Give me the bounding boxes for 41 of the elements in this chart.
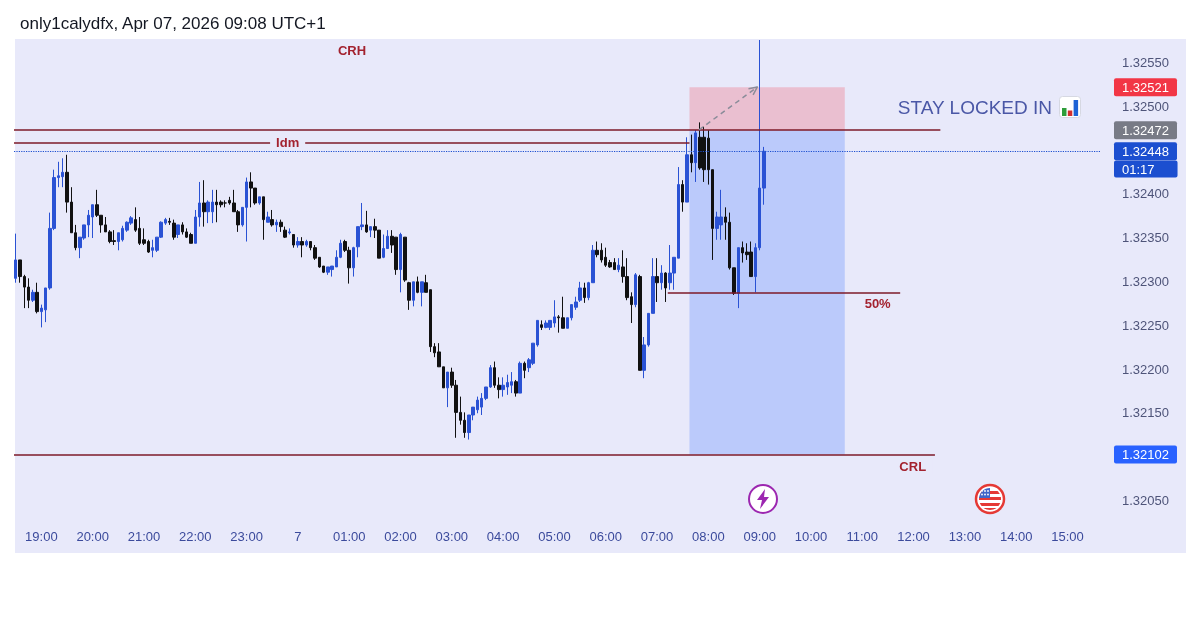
- x-tick-label: 08:00: [692, 529, 725, 544]
- y-tick-label: 1.32102: [1122, 447, 1169, 463]
- x-tick-label: 23:00: [230, 529, 263, 544]
- y-tick-label: 1.32350: [1122, 230, 1169, 246]
- x-tick-label: 10:00: [794, 529, 828, 544]
- x-tick-label: 14:00: [999, 529, 1033, 544]
- x-tick-label: 11:00: [846, 529, 879, 544]
- x-tick-label: 22:00: [179, 529, 212, 544]
- x-tick-label: 15:00: [1051, 529, 1084, 544]
- y-tick-label: 1.32500: [1122, 98, 1169, 114]
- x-tick-label: 20:00: [76, 529, 109, 544]
- annotation: Idm: [276, 135, 300, 151]
- annotation: CRH: [337, 42, 367, 58]
- y-tick-label: 1.32200: [1122, 361, 1169, 377]
- x-tick-label: 06:00: [589, 529, 623, 544]
- y-tick-label: 1.32300: [1122, 273, 1169, 289]
- x-tick-label: 01:00: [332, 529, 366, 544]
- x-tick-label: 12:00: [897, 529, 930, 544]
- x-tick-label: 04:00: [486, 529, 520, 544]
- x-tick-label: 13:00: [948, 529, 982, 544]
- x-tick-label: 21:00: [127, 529, 161, 544]
- y-tick-label: 1.32250: [1122, 317, 1169, 333]
- y-tick-label: 1.32400: [1122, 186, 1169, 202]
- annotation: 50%: [864, 296, 892, 312]
- ref-line-label: 1.32448: [1122, 143, 1169, 159]
- chart-title: only1calydfx, Apr 07, 2026 09:08 UTC+1: [20, 14, 326, 33]
- x-tick-label: 19:00: [25, 529, 58, 544]
- x-tick-label: 07:00: [640, 529, 674, 544]
- x-tick-label: 02:00: [384, 529, 417, 544]
- annotation: STAY LOCKED IN: [897, 96, 1052, 118]
- annotation: CRL: [899, 459, 927, 475]
- text: 01:17: [1122, 161, 1155, 177]
- y-tick-label: 1.32050: [1122, 493, 1169, 508]
- x-tick-label: 7: [294, 529, 302, 544]
- y-tick-label: 1.32472: [1122, 123, 1169, 139]
- y-tick-label: 1.32521: [1122, 80, 1169, 96]
- y-tick-label: 1.32150: [1122, 405, 1169, 421]
- x-tick-label: 09:00: [743, 529, 776, 544]
- x-tick-label: 03:00: [435, 529, 469, 544]
- x-tick-label: 05:00: [538, 529, 571, 544]
- y-tick-label: 1.32550: [1122, 54, 1169, 70]
